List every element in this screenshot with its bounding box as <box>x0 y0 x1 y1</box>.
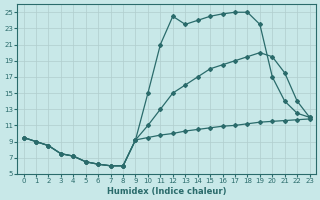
X-axis label: Humidex (Indice chaleur): Humidex (Indice chaleur) <box>107 187 226 196</box>
